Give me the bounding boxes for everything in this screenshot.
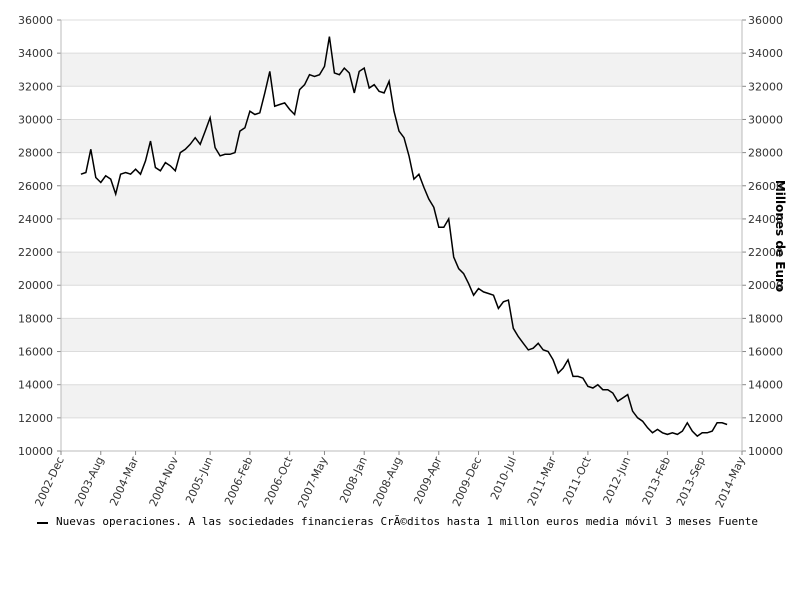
y2-tick-label: 26000 <box>748 180 783 193</box>
y-tick-label: 24000 <box>18 213 53 226</box>
y2-tick-label: 12000 <box>748 412 783 425</box>
y-tick-label: 20000 <box>18 279 53 292</box>
y2-tick-label: 22000 <box>748 246 783 259</box>
y-tick-label: 10000 <box>18 445 53 458</box>
y-tick-label: 22000 <box>18 246 53 259</box>
y-tick-label: 16000 <box>18 346 53 359</box>
y-tick-label: 30000 <box>18 113 53 126</box>
y-tick-label: 26000 <box>18 180 53 193</box>
plot-bands <box>61 53 742 418</box>
y2-tick-label: 24000 <box>748 213 783 226</box>
grid-band <box>61 53 742 87</box>
y2-tick-label: 20000 <box>748 279 783 292</box>
y2-tick-label: 18000 <box>748 312 783 325</box>
y2-tick-label: 36000 <box>748 14 783 27</box>
y2-tick-label: 14000 <box>748 379 783 392</box>
grid-band <box>61 384 742 418</box>
grid-band <box>61 119 742 153</box>
y-tick-label: 12000 <box>18 412 53 425</box>
data-line <box>80 36 728 438</box>
y2-tick-label: 10000 <box>748 445 783 458</box>
y-tick-label: 32000 <box>18 80 53 93</box>
y-tick-label: 18000 <box>18 312 53 325</box>
y-tick-label: 34000 <box>18 47 53 60</box>
grid-band <box>61 318 742 352</box>
y-tick-label: 28000 <box>18 147 53 160</box>
grid-band <box>61 252 742 286</box>
y-tick-label: 36000 <box>18 14 53 27</box>
y2-tick-label: 30000 <box>748 113 783 126</box>
y-tick-label: 14000 <box>18 379 53 392</box>
y2-tick-label: 32000 <box>748 80 783 93</box>
y2-axis-label: Millones de Euro <box>773 180 787 292</box>
legend-text: Nuevas operaciones. A las sociedades fin… <box>56 515 758 528</box>
y2-tick-label: 34000 <box>748 47 783 60</box>
grid-band <box>61 185 742 219</box>
y2-tick-label: 16000 <box>748 346 783 359</box>
y2-tick-label: 28000 <box>748 147 783 160</box>
